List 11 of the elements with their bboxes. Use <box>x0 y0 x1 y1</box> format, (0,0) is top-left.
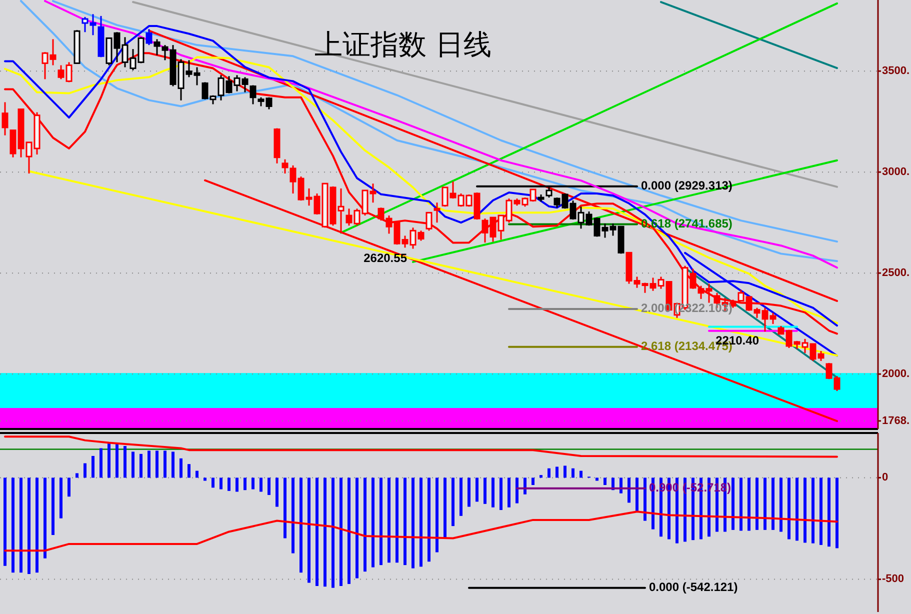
annotation: 2620.55 <box>364 250 408 265</box>
text: 上证指数 日线 <box>314 28 492 61</box>
annotation: 0.000 (2929.313) <box>641 178 732 193</box>
y-tick-label: 3000. <box>882 166 910 178</box>
y-tick-label: 1768. <box>882 414 910 427</box>
y-tick-label: 2500. <box>882 266 910 279</box>
y-tick-label: 2000. <box>882 368 910 380</box>
y-tick-label: 0 <box>882 472 888 484</box>
annotation: 0.000 (-542.121) <box>649 580 738 594</box>
y-tick-label: -500 <box>882 573 904 586</box>
y-tick-label: 3500. <box>882 65 910 77</box>
